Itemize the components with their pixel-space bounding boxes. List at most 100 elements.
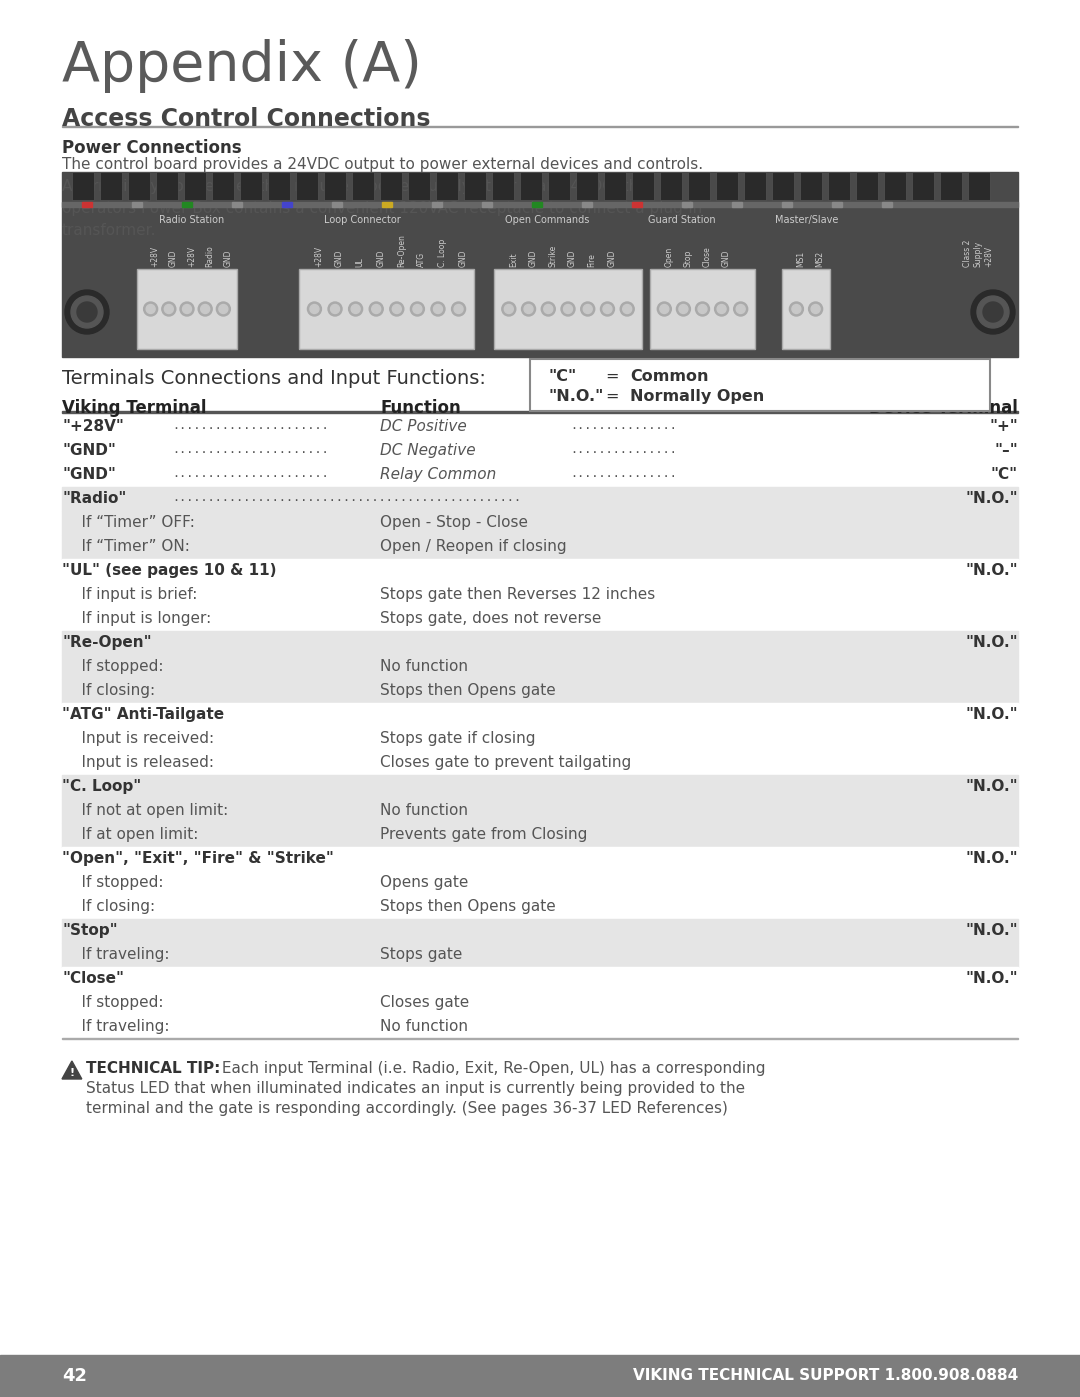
- Circle shape: [620, 302, 634, 316]
- Circle shape: [351, 305, 360, 313]
- Circle shape: [349, 302, 363, 316]
- Text: Open / Reopen if closing: Open / Reopen if closing: [380, 539, 567, 555]
- Bar: [282, 203, 292, 207]
- Text: "N.O.": "N.O.": [548, 388, 604, 404]
- Bar: [62, 608, 1018, 631]
- Bar: [184, 172, 206, 200]
- Bar: [62, 703, 1018, 726]
- Circle shape: [696, 302, 710, 316]
- Bar: [744, 172, 766, 200]
- Bar: [132, 203, 141, 207]
- Text: !: !: [69, 1067, 75, 1077]
- Text: "C": "C": [548, 369, 577, 384]
- Bar: [240, 172, 262, 200]
- Text: TECHNICAL TIP:: TECHNICAL TIP:: [86, 1060, 220, 1076]
- Circle shape: [410, 302, 424, 316]
- Text: Loop Connector: Loop Connector: [324, 215, 401, 225]
- Text: Open Commands: Open Commands: [504, 215, 590, 225]
- Bar: [324, 172, 346, 200]
- Text: "+28V": "+28V": [62, 419, 124, 434]
- Circle shape: [71, 296, 103, 328]
- Text: DC Negative: DC Negative: [380, 443, 475, 458]
- Bar: [62, 411, 1018, 414]
- Text: Prevents gate from Closing: Prevents gate from Closing: [380, 827, 588, 842]
- Text: If at open limit:: If at open limit:: [62, 827, 199, 842]
- Bar: [62, 559, 1018, 583]
- Circle shape: [522, 302, 536, 316]
- Text: If stopped:: If stopped:: [62, 875, 163, 890]
- Text: Input is released:: Input is released:: [62, 754, 214, 770]
- Bar: [494, 270, 642, 349]
- Text: GND: GND: [607, 250, 617, 267]
- Bar: [62, 679, 1018, 703]
- Text: "ATG" Anti-Tailgate: "ATG" Anti-Tailgate: [62, 707, 225, 722]
- Text: GND: GND: [335, 250, 345, 267]
- Bar: [62, 172, 1018, 358]
- Text: UL: UL: [355, 257, 365, 267]
- Text: "Re-Open": "Re-Open": [62, 636, 151, 650]
- Circle shape: [146, 305, 156, 313]
- Bar: [482, 203, 492, 207]
- Text: Close: Close: [702, 246, 712, 267]
- Circle shape: [454, 305, 463, 313]
- Text: GND: GND: [376, 250, 386, 267]
- Text: If not at open limit:: If not at open limit:: [62, 803, 228, 819]
- Text: Strike: Strike: [549, 244, 557, 267]
- Bar: [732, 203, 742, 207]
- Text: +28V: +28V: [314, 246, 323, 267]
- Bar: [782, 270, 831, 349]
- Text: "Radio": "Radio": [62, 490, 126, 506]
- Circle shape: [983, 302, 1003, 321]
- Bar: [62, 943, 1018, 967]
- Text: Alternatively, for devices that require a power supply other than 24VDC, the: Alternatively, for devices that require …: [62, 179, 648, 194]
- Text: ATG: ATG: [417, 251, 427, 267]
- Text: Fire: Fire: [588, 253, 597, 267]
- Circle shape: [792, 305, 801, 313]
- Text: Common: Common: [630, 369, 708, 384]
- Text: No function: No function: [380, 803, 468, 819]
- Text: +28V: +28V: [150, 246, 160, 267]
- Bar: [800, 172, 822, 200]
- Text: Stops gate: Stops gate: [380, 947, 462, 963]
- Circle shape: [433, 305, 443, 313]
- Text: DC Positive: DC Positive: [380, 419, 467, 434]
- Circle shape: [676, 302, 690, 316]
- Bar: [62, 203, 1018, 207]
- Text: Exit: Exit: [509, 253, 517, 267]
- Circle shape: [502, 302, 516, 316]
- Bar: [0, 1355, 1080, 1397]
- Bar: [772, 172, 794, 200]
- Circle shape: [183, 305, 191, 313]
- Text: Each input Terminal (i.e. Radio, Exit, Re-Open, UL) has a corresponding: Each input Terminal (i.e. Radio, Exit, R…: [217, 1060, 766, 1076]
- Text: "C. Loop": "C. Loop": [62, 780, 141, 793]
- Circle shape: [372, 305, 381, 313]
- Bar: [882, 203, 892, 207]
- Bar: [82, 203, 92, 207]
- Bar: [62, 415, 1018, 439]
- Circle shape: [717, 305, 726, 313]
- Text: .................................................: ........................................…: [172, 490, 522, 504]
- Text: The control board provides a 24VDC output to power external devices and controls: The control board provides a 24VDC outpu…: [62, 156, 703, 172]
- Text: If stopped:: If stopped:: [62, 659, 163, 673]
- Text: transformer.: transformer.: [62, 224, 157, 237]
- Text: If “Timer” OFF:: If “Timer” OFF:: [62, 515, 194, 529]
- Bar: [532, 203, 542, 207]
- Text: Power Connections: Power Connections: [62, 138, 242, 156]
- Text: =: =: [605, 388, 619, 404]
- Bar: [716, 172, 738, 200]
- Bar: [782, 203, 792, 207]
- Text: 42: 42: [62, 1368, 87, 1384]
- Text: Closes gate to prevent tailgating: Closes gate to prevent tailgating: [380, 754, 631, 770]
- Bar: [582, 203, 592, 207]
- Circle shape: [390, 302, 404, 316]
- Text: No function: No function: [380, 1018, 468, 1034]
- Bar: [632, 203, 642, 207]
- Bar: [828, 172, 850, 200]
- Text: MS1: MS1: [796, 251, 806, 267]
- Bar: [296, 172, 318, 200]
- Bar: [688, 172, 710, 200]
- Bar: [432, 203, 442, 207]
- Text: MS2: MS2: [815, 251, 825, 267]
- Bar: [604, 172, 626, 200]
- Circle shape: [392, 305, 402, 313]
